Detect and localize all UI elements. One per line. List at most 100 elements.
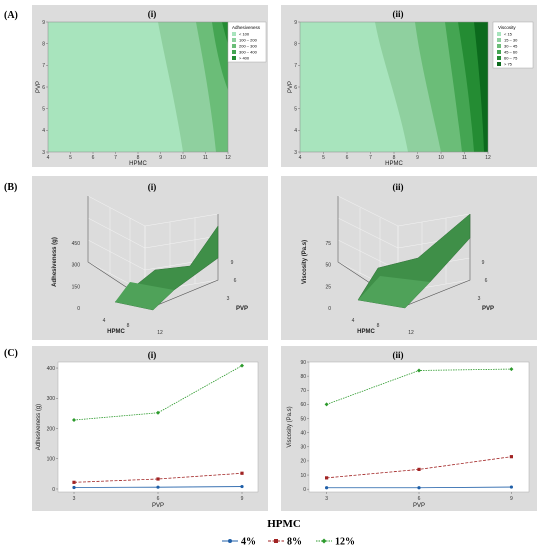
line-chart-c-i: 0 100 200 300 400 3 6 9 PVP Adhesiveness (g) — [36, 361, 259, 509]
y-tick-label: 9 — [231, 260, 234, 266]
y-tick-label: 3 — [227, 296, 230, 302]
panel-title-a-i: (i) — [148, 9, 157, 19]
legend-entry: > 400 — [239, 56, 250, 61]
x-tick-label: 10 — [180, 155, 186, 161]
x-tick-label: 6 — [92, 155, 95, 161]
z-axis-label: Adhesiveness (g) — [52, 237, 58, 287]
y-tick-label: 200 — [47, 426, 56, 432]
y-tick-label: 40 — [300, 430, 306, 436]
y-axis-label: PVP — [36, 81, 42, 93]
legend-entry: 15 – 30 — [504, 38, 518, 43]
y-tick-label: 4 — [42, 128, 45, 134]
y-tick-label: 300 — [47, 396, 56, 402]
data-point — [324, 402, 329, 407]
y-tick-label: 9 — [482, 260, 485, 266]
data-point — [72, 480, 76, 484]
legend-label: 12% — [335, 537, 355, 548]
legend-swatch — [497, 38, 501, 42]
y-tick-label: 5 — [42, 106, 45, 112]
x-tick-label: 5 — [69, 155, 72, 161]
x-tick-label: 11 — [462, 155, 467, 161]
data-point — [417, 486, 421, 490]
y-tick-label: 20 — [300, 459, 306, 465]
legend-swatch — [497, 56, 501, 60]
data-point — [240, 471, 244, 475]
z-tick-label: 450 — [72, 241, 81, 247]
data-point — [240, 363, 244, 368]
y-tick-label: 8 — [42, 41, 45, 47]
x-tick-label: 12 — [408, 330, 414, 336]
y-tick-label: 10 — [300, 473, 306, 479]
data-point — [325, 486, 329, 490]
response-surface-front — [115, 282, 174, 310]
x-tick-label: 4 — [352, 318, 355, 324]
legend-entry: 200 – 300 — [239, 44, 258, 49]
x-tick-label: 9 — [241, 496, 244, 502]
y-tick-label: 9 — [294, 20, 297, 26]
z-tick-label: 0 — [77, 306, 80, 312]
y-tick-label: 3 — [294, 150, 297, 156]
legend-entry: 30 – 45 — [504, 44, 518, 49]
contour-region-gt75 — [474, 22, 488, 152]
data-point — [417, 368, 421, 373]
y-tick-label: 400 — [47, 366, 56, 372]
data-point — [509, 485, 513, 489]
y-tick-label: 50 — [300, 416, 306, 422]
legend-swatch — [497, 50, 501, 54]
x-axis-label: HPMC — [107, 329, 125, 335]
z-tick-label: 150 — [72, 284, 81, 290]
legend-entry: 100 – 200 — [239, 38, 258, 43]
x-axis-label: PVP — [152, 503, 164, 509]
y-tick-label: 4 — [294, 128, 297, 134]
surface-plot-b-i: 0 150 300 450 4 8 12 3 6 9 Adhesiveness (g) HPM… — [52, 195, 248, 336]
x-tick-label: 12 — [225, 155, 231, 161]
x-tick-label: 4 — [299, 155, 302, 161]
data-point — [509, 367, 514, 372]
data-point — [156, 410, 160, 415]
legend-swatch — [232, 50, 236, 54]
legend-title: HPMC — [267, 518, 301, 530]
x-axis-label: PVP — [413, 503, 425, 509]
data-point — [72, 485, 76, 490]
panel-title-c-i: (i) — [148, 350, 157, 360]
y-tick-label: 80 — [300, 374, 306, 380]
data-point — [417, 467, 421, 471]
data-point — [325, 476, 329, 480]
legend-title: Adhesiveness — [232, 25, 261, 30]
z-tick-label: 25 — [325, 284, 331, 290]
x-tick-label: 8 — [137, 155, 140, 161]
legend-swatch — [497, 44, 501, 48]
x-tick-label: 6 — [157, 496, 160, 502]
x-tick-label: 9 — [510, 496, 513, 502]
series-line-12pct — [73, 365, 243, 421]
square-marker — [274, 539, 278, 543]
x-tick-label: 6 — [346, 155, 349, 161]
x-tick-label: 9 — [416, 155, 419, 161]
x-tick-label: 8 — [393, 155, 396, 161]
y-axis-label: PVP — [482, 306, 494, 312]
x-tick-label: 3 — [73, 496, 76, 502]
legend-swatch — [232, 38, 236, 42]
legend-swatch — [497, 62, 501, 66]
z-tick-label: 75 — [325, 241, 331, 247]
legend-swatch — [232, 56, 236, 60]
x-axis-label: HPMC — [129, 161, 147, 167]
x-tick-label: 8 — [377, 323, 380, 329]
series-line-8pct — [73, 472, 243, 483]
legend-entry: 60 – 75 — [504, 56, 518, 61]
panel-title-a-ii: (ii) — [393, 9, 404, 19]
y-tick-label: 100 — [47, 457, 56, 463]
y-tick-label: 8 — [294, 41, 297, 47]
surface-plot-b-ii: 0 25 50 75 4 8 12 3 6 9 Viscosity (Pa.s) HPMC P… — [302, 195, 494, 336]
legend-entry: > 75 — [504, 62, 513, 67]
z-tick-label: 0 — [328, 306, 331, 312]
legend-entry: < 15 — [504, 32, 513, 37]
x-tick-label: 4 — [103, 318, 106, 324]
y-axis-label: PVP — [288, 81, 294, 93]
